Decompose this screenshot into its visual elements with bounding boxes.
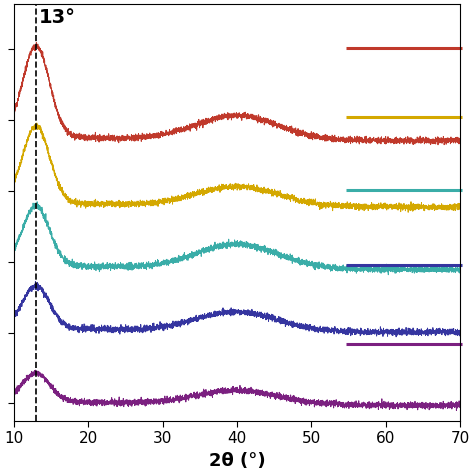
Text: 13°: 13° bbox=[39, 8, 76, 27]
X-axis label: 2θ (°): 2θ (°) bbox=[209, 452, 265, 470]
